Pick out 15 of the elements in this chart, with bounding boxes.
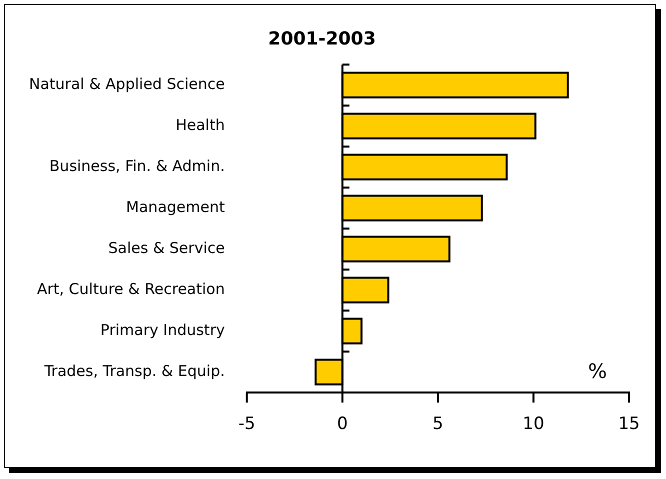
chart-title: 2001-2003 — [268, 28, 376, 50]
y-tick-label: Business, Fin. & Admin. — [49, 156, 225, 175]
x-tick-label: 0 — [336, 414, 348, 434]
y-tick-label: Management — [126, 198, 225, 216]
annotation: % — [588, 358, 607, 383]
y-tick-label: Health — [176, 116, 225, 134]
x-tick-label: -5 — [238, 414, 256, 434]
x-tick-label: 15 — [618, 414, 640, 434]
x-tick-label: 10 — [522, 414, 544, 434]
y-tick-label: Natural & Applied Science — [28, 74, 225, 93]
y-tick-label: Trades, Transp. & Equip. — [43, 362, 225, 380]
y-tick-label: Primary Industry — [100, 320, 225, 339]
x-tick-label: 5 — [432, 414, 444, 434]
y-tick-label: Sales & Service — [108, 238, 225, 257]
y-tick-label: Art, Culture & Recreation — [36, 280, 225, 298]
